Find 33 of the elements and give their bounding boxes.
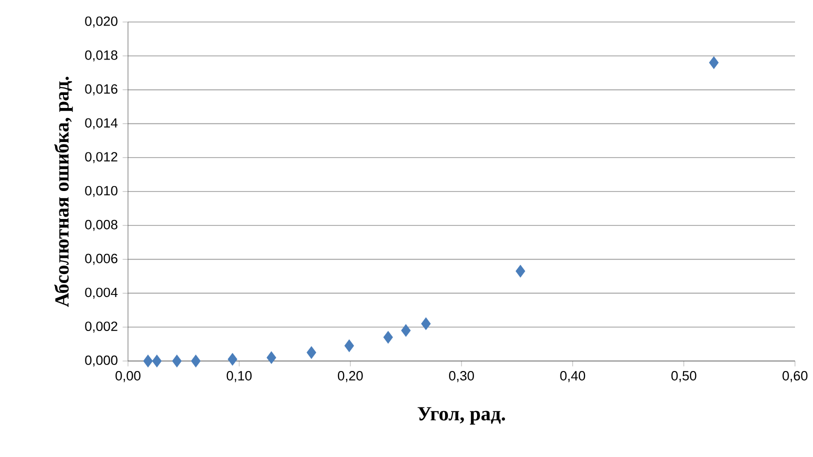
- point: [191, 354, 201, 368]
- y-axis-title: Абсолютная ошибка, рад.: [54, 76, 73, 307]
- point: [344, 339, 354, 352]
- point: [228, 353, 238, 366]
- y-tick-label: 0,018: [85, 50, 118, 62]
- y-tick-label: 0,004: [85, 288, 118, 299]
- point: [143, 354, 153, 368]
- x-tick-label: 0,00: [116, 371, 140, 382]
- x-tick-label: 0,30: [449, 371, 474, 382]
- y-tick-label: 0,020: [85, 16, 118, 28]
- point: [383, 331, 393, 344]
- x-tick-label: 0,40: [560, 371, 586, 382]
- x-tick-label: 0,60: [782, 371, 808, 382]
- point: [266, 351, 276, 364]
- y-tick-label: 0,016: [85, 84, 118, 96]
- x-tick-label: 0,20: [338, 371, 363, 382]
- x-tick-label: 0,50: [671, 371, 696, 382]
- point: [306, 346, 316, 359]
- point: [421, 317, 431, 330]
- x-axis-title: Угол, рад.: [418, 407, 506, 425]
- point: [401, 324, 411, 337]
- point: [709, 56, 719, 69]
- y-tick-label: 0,012: [85, 152, 118, 164]
- y-tick-label: 0,000: [85, 355, 118, 367]
- y-tick-label: 0,008: [85, 220, 118, 231]
- y-tick-label: 0,014: [85, 118, 118, 130]
- y-tick-label: 0,002: [85, 322, 118, 333]
- point: [516, 264, 526, 278]
- y-tick-label: 0,006: [85, 254, 118, 265]
- y-tick-label: 0,010: [85, 186, 118, 198]
- point: [152, 354, 162, 368]
- point: [172, 354, 182, 368]
- x-tick-label: 0,10: [226, 371, 252, 382]
